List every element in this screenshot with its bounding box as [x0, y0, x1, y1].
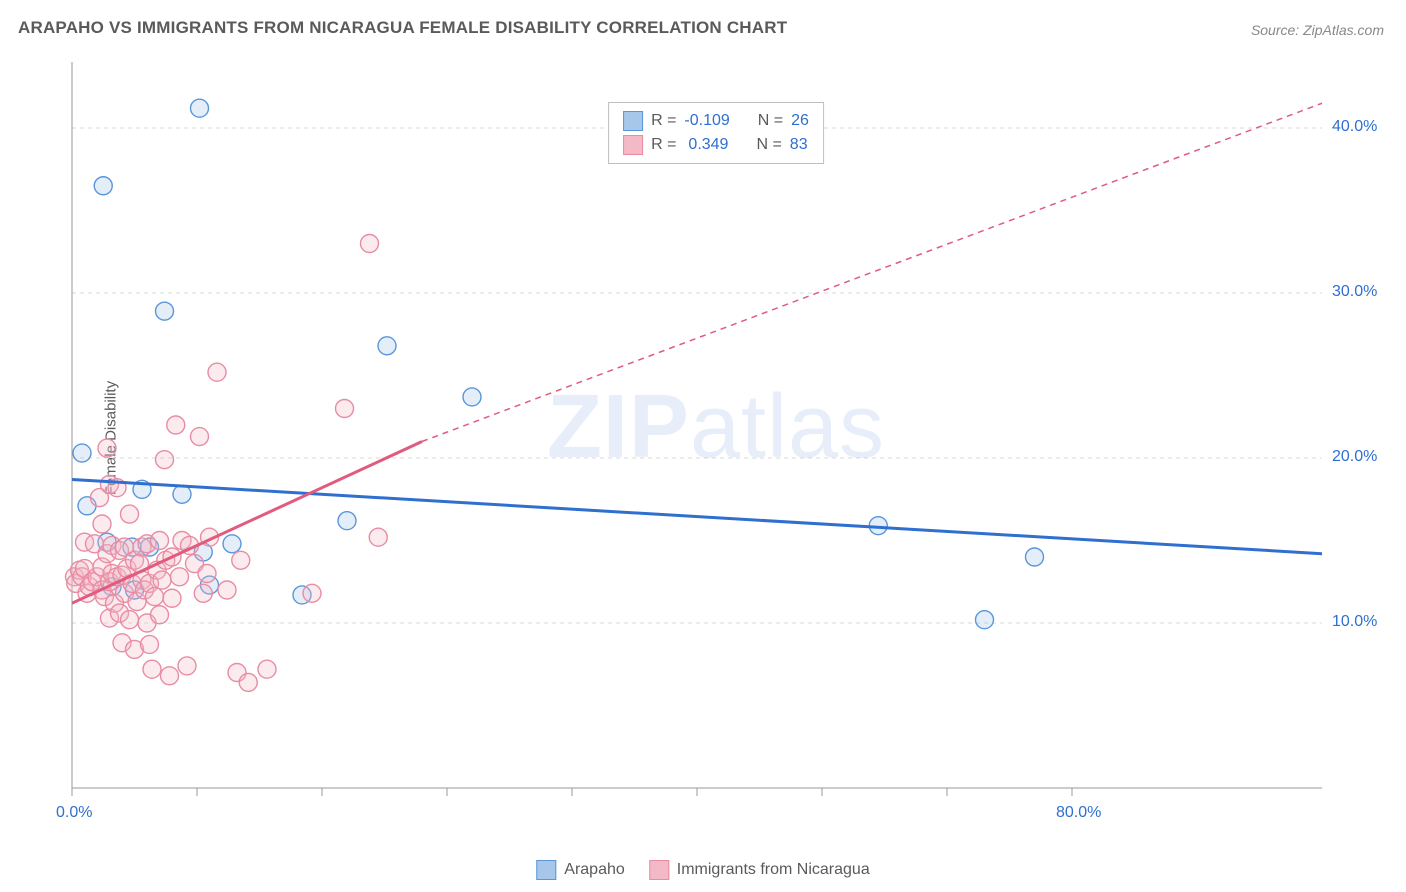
- legend-swatch-arapaho: [536, 860, 556, 880]
- y-tick-20: 20.0%: [1332, 448, 1377, 466]
- r-value-nicaragua: 0.349: [688, 133, 728, 157]
- r-label: R =: [651, 109, 676, 133]
- y-tick-10: 10.0%: [1332, 613, 1377, 631]
- legend-label-nicaragua: Immigrants from Nicaragua: [677, 861, 870, 878]
- n-value-arapaho: 26: [791, 109, 809, 133]
- scatter-plot: [50, 48, 1382, 828]
- y-tick-40: 40.0%: [1332, 118, 1377, 136]
- legend-swatch-nicaragua: [623, 135, 643, 155]
- legend-label-arapaho: Arapaho: [564, 861, 625, 878]
- legend-row-arapaho: R = -0.109 N = 26: [623, 109, 809, 133]
- n-value-nicaragua: 83: [790, 133, 808, 157]
- r-label: R =: [651, 133, 676, 157]
- legend-item-nicaragua: Immigrants from Nicaragua: [649, 860, 870, 880]
- chart-area: Female Disability ZIPatlas R = -0.109 N …: [50, 48, 1382, 828]
- legend-row-nicaragua: R = 0.349 N = 83: [623, 133, 809, 157]
- correlation-legend: R = -0.109 N = 26 R = 0.349 N = 83: [608, 102, 824, 164]
- y-tick-30: 30.0%: [1332, 283, 1377, 301]
- legend-swatch-arapaho: [623, 111, 643, 131]
- legend-item-arapaho: Arapaho: [536, 860, 625, 880]
- chart-title: ARAPAHO VS IMMIGRANTS FROM NICARAGUA FEM…: [18, 18, 787, 38]
- n-label: N =: [756, 133, 781, 157]
- series-legend: Arapaho Immigrants from Nicaragua: [536, 860, 869, 880]
- source-attribution: Source: ZipAtlas.com: [1251, 22, 1384, 38]
- n-label: N =: [758, 109, 783, 133]
- x-tick-0: 0.0%: [56, 804, 92, 822]
- legend-swatch-nicaragua: [649, 860, 669, 880]
- x-tick-80: 80.0%: [1056, 804, 1101, 822]
- r-value-arapaho: -0.109: [684, 109, 729, 133]
